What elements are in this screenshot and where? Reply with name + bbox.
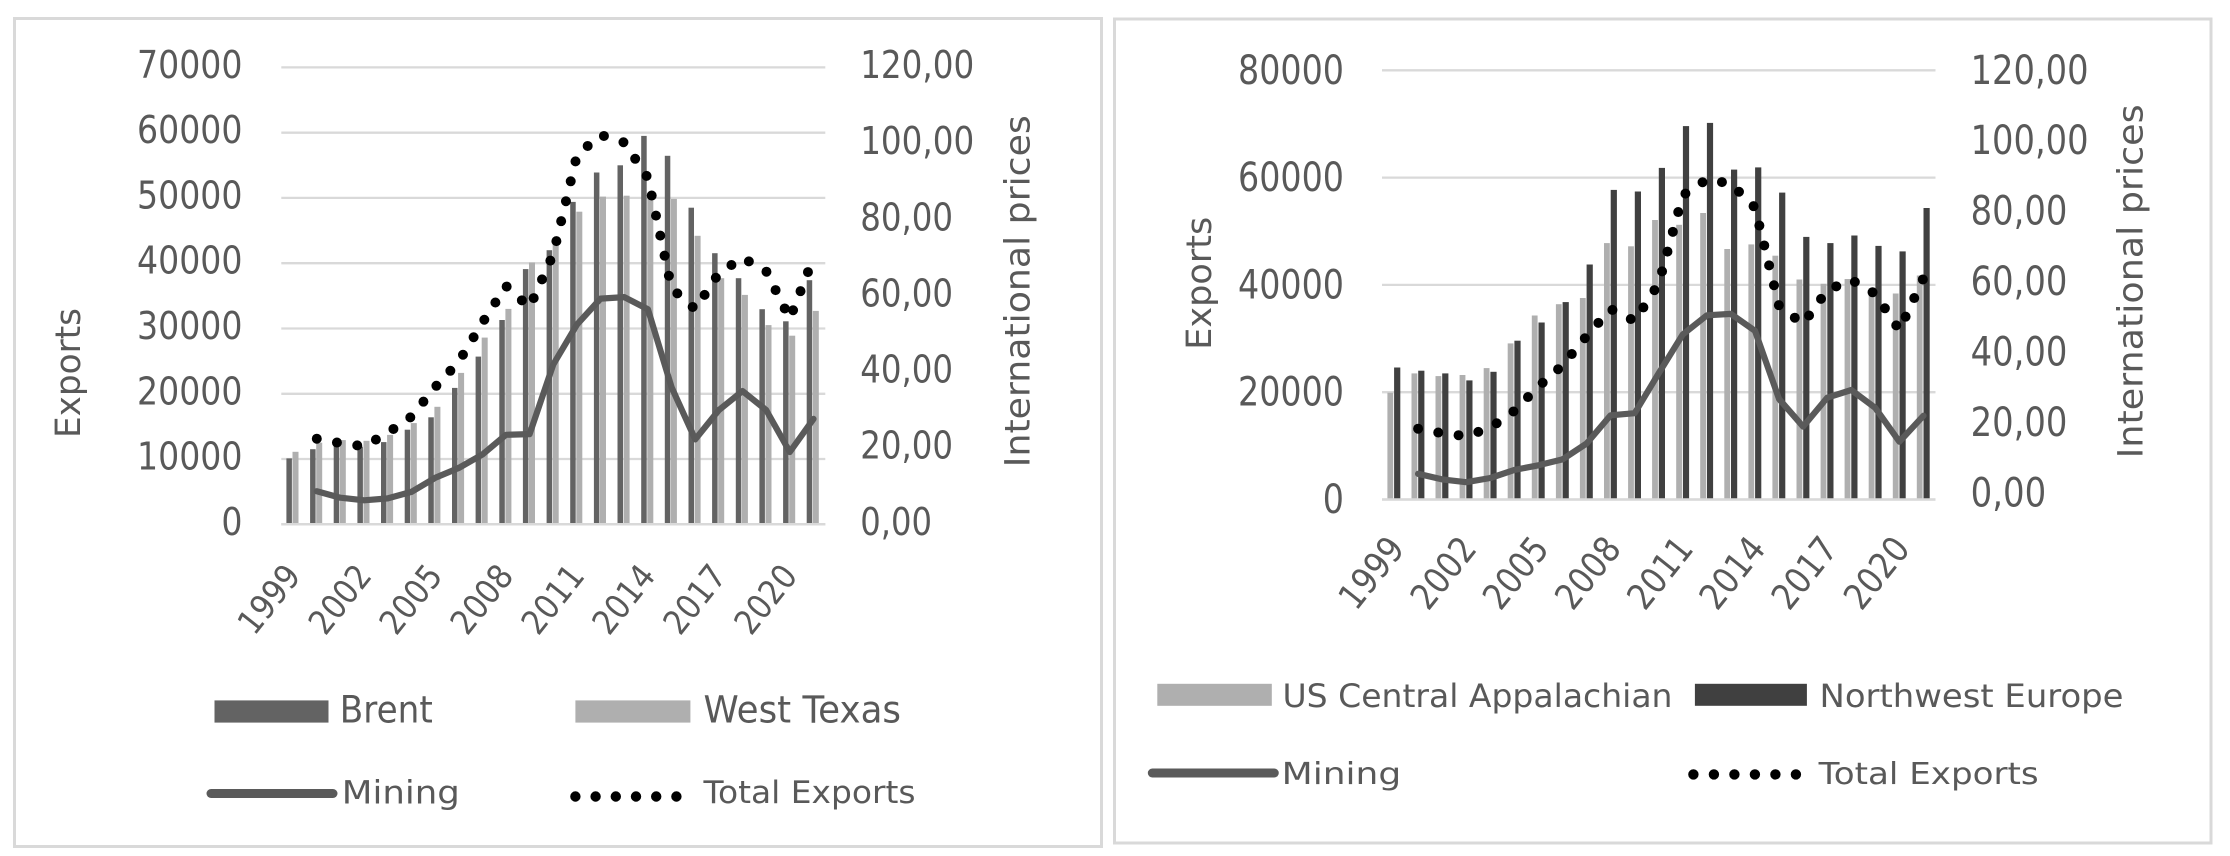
svg-text:40,00: 40,00 [1971, 328, 2068, 376]
svg-text:100,00: 100,00 [1971, 116, 2089, 164]
svg-text:120,00: 120,00 [1971, 46, 2089, 94]
svg-text:20000: 20000 [1238, 368, 1344, 416]
svg-text:60,00: 60,00 [1971, 257, 2068, 305]
svg-text:10000: 10000 [137, 435, 243, 479]
svg-text:West Texas: West Texas [704, 688, 902, 732]
svg-text:Mining: Mining [1282, 757, 1402, 792]
svg-text:Northwest Europe: Northwest Europe [1820, 677, 2124, 715]
svg-text:0: 0 [221, 500, 242, 544]
svg-text:Total Exports: Total Exports [1818, 757, 2039, 792]
svg-text:70000: 70000 [137, 43, 243, 87]
svg-text:0,00: 0,00 [1971, 468, 2047, 516]
svg-text:60000: 60000 [1238, 153, 1344, 201]
svg-text:20000: 20000 [137, 369, 243, 413]
svg-text:US Central Appalachian: US Central Appalachian [1283, 677, 1673, 715]
svg-text:80000: 80000 [1238, 46, 1344, 94]
svg-text:Mining: Mining [342, 775, 460, 812]
svg-text:International prices: International prices [2112, 104, 2152, 458]
svg-text:20,00: 20,00 [1971, 398, 2068, 446]
svg-text:60,00: 60,00 [860, 271, 953, 315]
svg-text:100,00: 100,00 [860, 119, 974, 163]
svg-text:40000: 40000 [137, 239, 243, 283]
svg-text:0: 0 [1323, 475, 1344, 523]
svg-text:40000: 40000 [1238, 260, 1344, 308]
svg-text:Exports: Exports [1180, 217, 1220, 350]
svg-text:Total Exports: Total Exports [702, 775, 915, 811]
svg-text:Exports: Exports [49, 308, 89, 438]
svg-text:Brent: Brent [340, 688, 433, 732]
svg-text:30000: 30000 [137, 304, 243, 348]
svg-text:40,00: 40,00 [860, 348, 953, 392]
svg-text:120,00: 120,00 [860, 43, 974, 87]
svg-text:0,00: 0,00 [860, 500, 932, 544]
svg-text:80,00: 80,00 [860, 195, 953, 239]
svg-text:50000: 50000 [137, 173, 243, 217]
svg-text:80,00: 80,00 [1971, 187, 2068, 235]
svg-text:20,00: 20,00 [860, 424, 953, 468]
svg-text:International prices: International prices [999, 115, 1039, 467]
svg-text:60000: 60000 [137, 108, 243, 152]
